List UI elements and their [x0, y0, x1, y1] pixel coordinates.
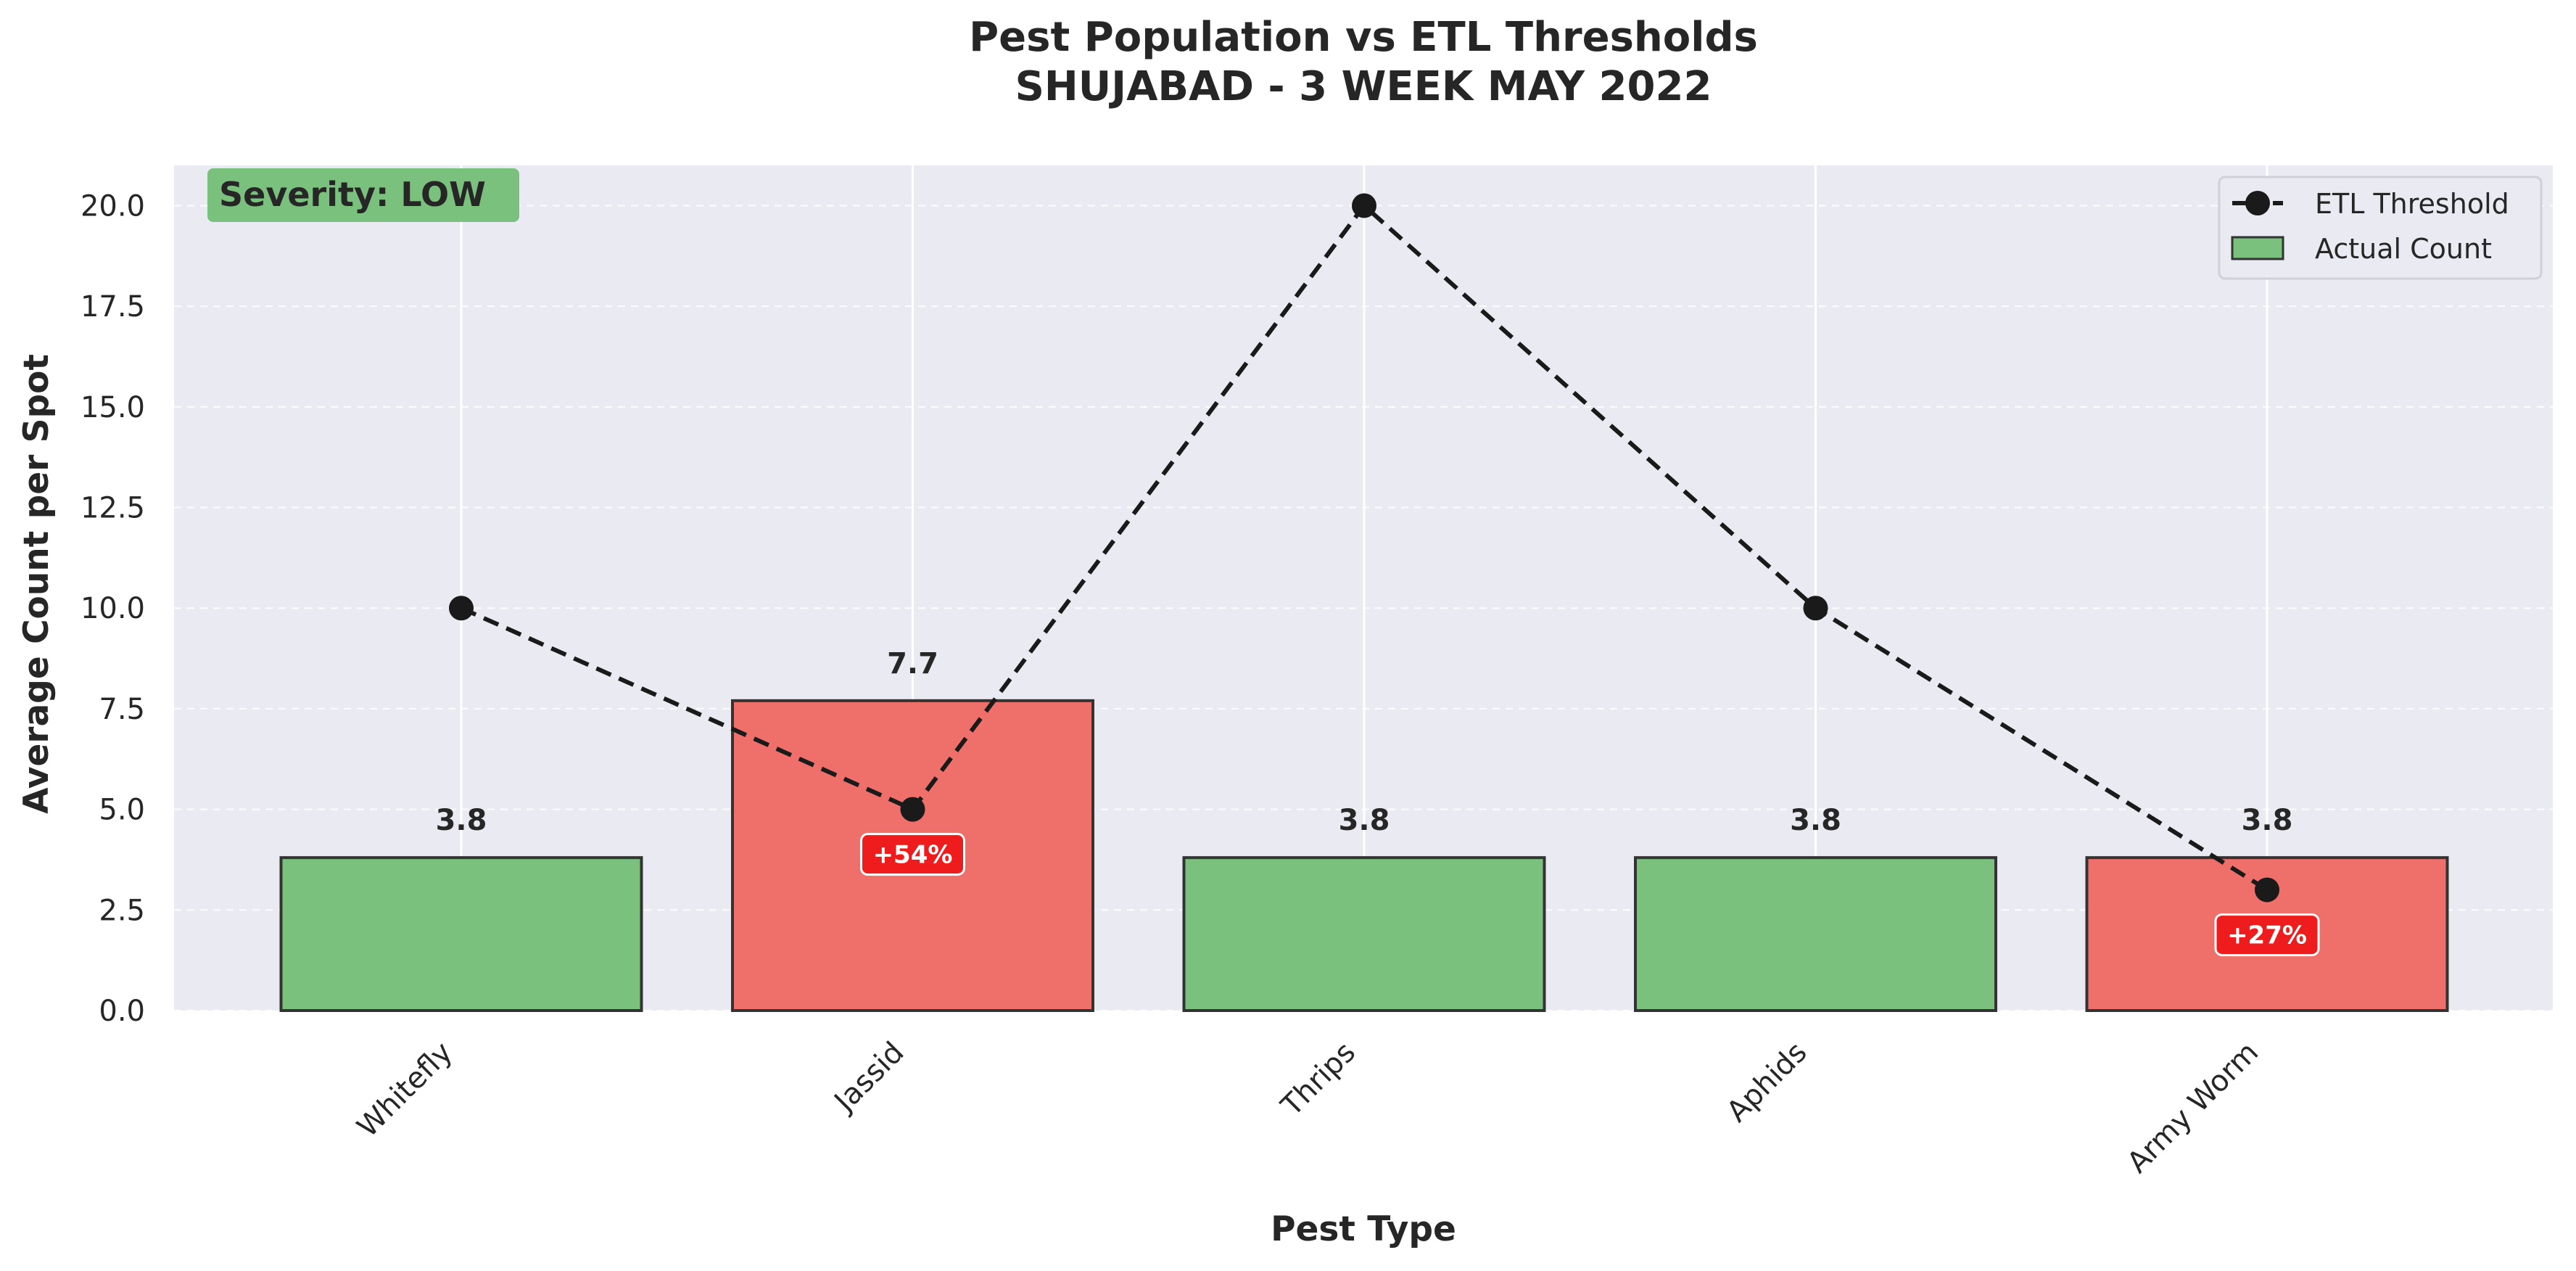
etl-threshold-point [900, 797, 925, 822]
y-tick-label: 12.5 [80, 492, 145, 525]
legend-marker-icon [2245, 191, 2270, 215]
exceed-percent-label: +27% [2227, 921, 2307, 950]
etl-threshold-point [449, 596, 474, 621]
legend-bar-swatch [2231, 236, 2284, 260]
y-axis-label: Average Count per Spot [17, 354, 57, 814]
bar-thrips [1182, 856, 1546, 1012]
y-tick-label: 0.0 [99, 995, 145, 1028]
exceed-badge [860, 833, 965, 876]
etl-threshold-point [1352, 193, 1376, 218]
severity-badge [207, 168, 519, 222]
bar-aphids [1634, 856, 1997, 1012]
severity-label: Severity: LOW [219, 175, 486, 214]
y-tick-label: 20.0 [80, 189, 145, 223]
y-tick-label: 2.5 [99, 894, 145, 927]
bar-value-label: 3.8 [1339, 804, 1390, 837]
chart-subtitle: SHUJABAD - 3 WEEK MAY 2022 [1015, 63, 1712, 110]
legend-box [2218, 176, 2543, 280]
legend-label-actual: Actual Count [2315, 233, 2492, 265]
y-tick-label: 5.0 [99, 794, 145, 827]
x-axis-label: Pest Type [1271, 1209, 1456, 1249]
bar-value-label: 3.8 [2242, 804, 2293, 837]
legend-label-etl: ETL Threshold [2315, 188, 2509, 220]
etl-threshold-point [2255, 877, 2279, 902]
chart-title: Pest Population vs ETL Thresholds [969, 14, 1758, 61]
etl-threshold-point [1803, 596, 1828, 621]
exceed-percent-label: +54% [873, 841, 953, 870]
y-tick-label: 10.0 [80, 592, 145, 625]
bar-whitefly [279, 856, 643, 1012]
bar-value-label: 3.8 [436, 804, 487, 837]
bar-value-label: 7.7 [887, 647, 938, 680]
y-tick-label: 17.5 [80, 290, 145, 324]
plot-area: 3.8 7.7 3.8 3.8 3.8 +54% +27% 0.0 2.5 5.0 7.5 10.0 1… [80, 165, 2553, 1180]
y-tick-label: 7.5 [99, 693, 145, 726]
bar-value-label: 3.8 [1790, 804, 1841, 837]
exceed-badge [2214, 913, 2320, 957]
y-tick-label: 15.0 [80, 391, 145, 424]
